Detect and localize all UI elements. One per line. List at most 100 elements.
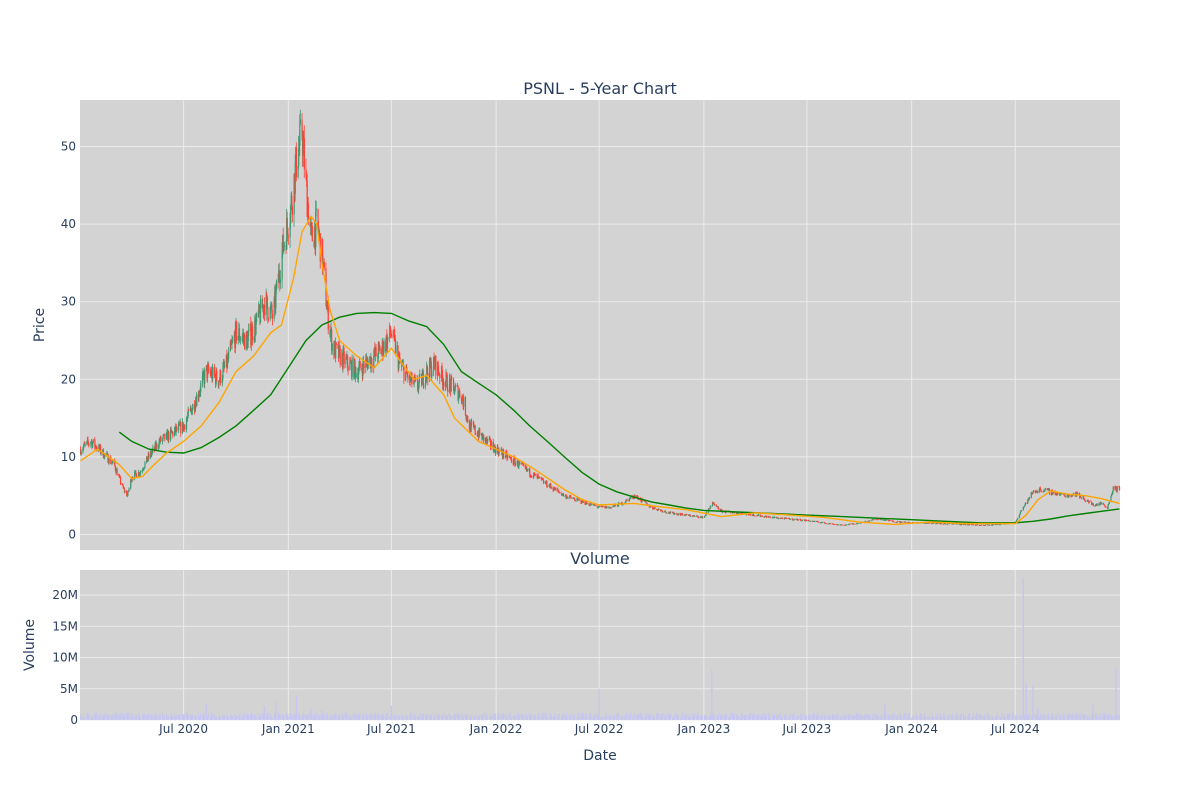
volume-bar bbox=[452, 715, 454, 720]
volume-bar bbox=[132, 716, 134, 720]
candle-body bbox=[196, 394, 198, 407]
candle-body bbox=[517, 466, 520, 468]
volume-bar bbox=[480, 714, 482, 720]
volume-bar bbox=[828, 714, 830, 720]
candle-body bbox=[841, 524, 843, 526]
volume-bar bbox=[865, 714, 867, 720]
candle-body bbox=[1091, 504, 1093, 506]
volume-bar bbox=[1116, 715, 1118, 720]
candle-body bbox=[246, 332, 248, 337]
candle-body bbox=[224, 366, 226, 368]
candle-body bbox=[164, 433, 166, 440]
candle-body bbox=[673, 512, 675, 515]
candle-body bbox=[247, 329, 250, 336]
price-tick-label: 50 bbox=[61, 140, 76, 154]
candle-body bbox=[395, 345, 397, 354]
volume-bar bbox=[337, 716, 339, 720]
volume-bar bbox=[569, 717, 571, 720]
volume-bar bbox=[762, 713, 764, 720]
volume-bar bbox=[1021, 716, 1023, 720]
candle-body bbox=[845, 525, 847, 526]
volume-bar bbox=[387, 717, 389, 720]
candle-body bbox=[690, 516, 692, 517]
candle-body bbox=[381, 348, 383, 354]
volume-bar bbox=[849, 714, 851, 720]
volume-bar bbox=[534, 715, 536, 720]
volume-bar bbox=[430, 714, 432, 720]
candle-body bbox=[901, 521, 903, 523]
candle-body bbox=[361, 367, 363, 370]
volume-bar bbox=[1044, 715, 1046, 720]
volume-bar bbox=[323, 712, 325, 720]
volume-bar bbox=[592, 716, 594, 720]
candle-body bbox=[896, 522, 898, 523]
volume-bar bbox=[329, 716, 331, 720]
volume-bar bbox=[614, 715, 616, 720]
candle-body bbox=[1039, 487, 1042, 490]
candle-body bbox=[156, 443, 158, 449]
volume-bar bbox=[540, 717, 542, 720]
volume-bar bbox=[293, 714, 295, 720]
candle-body bbox=[1052, 492, 1054, 495]
candle-body bbox=[1108, 503, 1110, 505]
candle-body bbox=[143, 467, 146, 469]
volume-bar bbox=[266, 716, 268, 720]
candle-body bbox=[560, 492, 562, 494]
volume-bar bbox=[273, 713, 275, 720]
volume-bar bbox=[865, 712, 867, 720]
volume-bar bbox=[375, 714, 377, 720]
candle-body bbox=[1020, 510, 1022, 512]
volume-bar bbox=[612, 717, 614, 720]
candle-body bbox=[378, 344, 380, 345]
candle-body bbox=[406, 373, 409, 376]
volume-bar bbox=[901, 716, 903, 720]
volume-bar bbox=[911, 717, 913, 720]
volume-bar bbox=[319, 714, 321, 720]
volume-bar bbox=[398, 715, 400, 720]
candle-body bbox=[453, 385, 455, 394]
volume-bar bbox=[685, 717, 687, 720]
volume-bar bbox=[194, 715, 196, 720]
volume-bar bbox=[919, 715, 921, 720]
volume-bar bbox=[262, 713, 264, 720]
candle-body bbox=[266, 294, 268, 297]
volume-bar bbox=[1080, 712, 1082, 720]
volume-bar bbox=[221, 715, 223, 720]
volume-bar bbox=[489, 716, 491, 720]
volume-bar bbox=[271, 718, 273, 720]
candle-body bbox=[458, 394, 460, 401]
volume-bar bbox=[1091, 712, 1093, 720]
candle-body bbox=[513, 457, 516, 459]
volume-bar bbox=[612, 717, 614, 720]
x-tick-label: Jul 2023 bbox=[781, 722, 831, 736]
candle-body bbox=[801, 519, 804, 521]
candle-body bbox=[216, 370, 218, 381]
candle-body bbox=[569, 495, 571, 497]
volume-spike-bar bbox=[1032, 685, 1034, 720]
volume-bar bbox=[325, 716, 327, 720]
volume-bar bbox=[696, 714, 698, 720]
volume-bar bbox=[131, 716, 133, 720]
volume-bar bbox=[840, 715, 842, 720]
candle-body bbox=[785, 518, 788, 519]
volume-bar bbox=[943, 713, 945, 720]
volume-bar bbox=[163, 717, 165, 720]
candle-body bbox=[763, 516, 765, 518]
volume-bar bbox=[402, 715, 404, 720]
candle-body bbox=[397, 345, 399, 352]
volume-bar bbox=[969, 713, 971, 720]
volume-bar bbox=[510, 715, 512, 720]
candle-body bbox=[119, 476, 121, 478]
volume-bar bbox=[708, 716, 710, 720]
volume-bar bbox=[118, 714, 120, 720]
volume-bar bbox=[944, 716, 946, 720]
candle-body bbox=[897, 521, 899, 522]
candle-body bbox=[869, 520, 871, 522]
candle-body bbox=[220, 370, 222, 384]
candle-body bbox=[471, 422, 473, 423]
candle-body bbox=[616, 504, 619, 507]
volume-bar bbox=[744, 715, 746, 720]
candle-body bbox=[258, 304, 261, 312]
volume-bar bbox=[752, 714, 754, 720]
